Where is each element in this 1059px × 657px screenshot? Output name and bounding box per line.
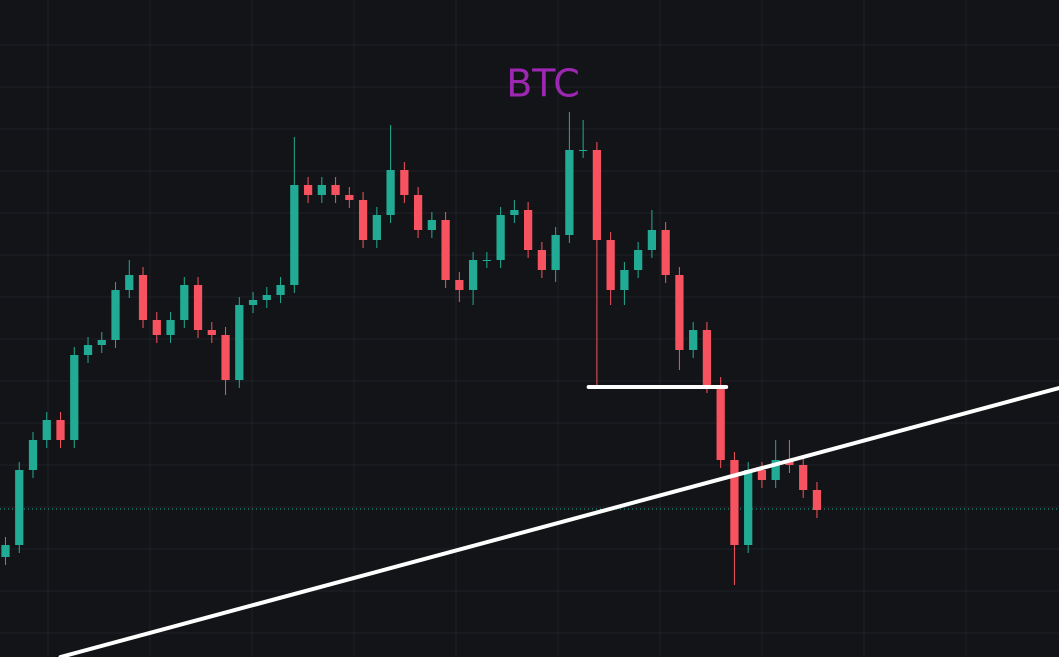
candle-body xyxy=(510,210,519,215)
candle-body xyxy=(42,420,51,440)
chart-title: BTC xyxy=(506,62,580,106)
candle-body xyxy=(331,185,340,195)
candle-body xyxy=(482,260,491,261)
candle-body xyxy=(152,320,161,335)
candle-body xyxy=(620,270,629,290)
candle-body xyxy=(111,290,120,340)
candle-body xyxy=(523,210,533,250)
candle-body xyxy=(441,220,450,280)
candle-body xyxy=(276,285,285,295)
candle-body xyxy=(634,250,643,270)
candle-body xyxy=(579,150,588,151)
candle-body xyxy=(15,470,24,545)
candle-body xyxy=(345,195,354,200)
candle-body xyxy=(166,320,175,335)
candle-body xyxy=(771,460,780,480)
candle-body xyxy=(799,465,808,490)
candle-body xyxy=(744,470,753,545)
plot xyxy=(0,112,1059,657)
candle-body xyxy=(372,215,381,240)
candle-body xyxy=(221,335,230,380)
candle-body xyxy=(496,215,505,260)
candle-body xyxy=(730,460,739,545)
candle-body xyxy=(248,300,258,305)
candle-body xyxy=(56,420,65,440)
candle-body xyxy=(592,150,602,240)
candle-body xyxy=(138,275,148,320)
candle-body xyxy=(400,170,409,195)
candle-body xyxy=(290,185,299,285)
candle-body xyxy=(413,195,423,230)
candle-body xyxy=(125,275,134,290)
candle-body xyxy=(537,250,547,270)
candle-body xyxy=(675,275,684,350)
candle-body xyxy=(551,235,560,270)
candle-body xyxy=(386,170,395,215)
candle-body xyxy=(358,200,368,240)
candle-body xyxy=(606,240,615,290)
candle-body xyxy=(235,305,244,380)
candle-body xyxy=(427,220,436,230)
candle-body xyxy=(812,490,822,510)
candle-body xyxy=(468,260,478,290)
candle-body xyxy=(702,330,712,385)
candle-body xyxy=(97,340,106,345)
trend-line xyxy=(58,386,1059,657)
candle-body xyxy=(83,345,93,355)
candle-body xyxy=(28,440,38,470)
candle-body xyxy=(180,285,189,320)
candle-body xyxy=(565,150,574,235)
candle-body xyxy=(647,230,657,250)
candle-body xyxy=(757,470,767,480)
candle-body xyxy=(317,185,326,195)
candle-body xyxy=(262,295,271,300)
candle-body xyxy=(1,545,10,557)
candle-body xyxy=(193,285,203,330)
candle-body xyxy=(207,330,216,335)
candle-body xyxy=(716,385,725,460)
candle-body xyxy=(661,230,670,275)
candle-body xyxy=(455,280,464,290)
candle-body xyxy=(303,185,313,195)
candle-body xyxy=(70,355,79,440)
candle-body xyxy=(689,330,698,350)
